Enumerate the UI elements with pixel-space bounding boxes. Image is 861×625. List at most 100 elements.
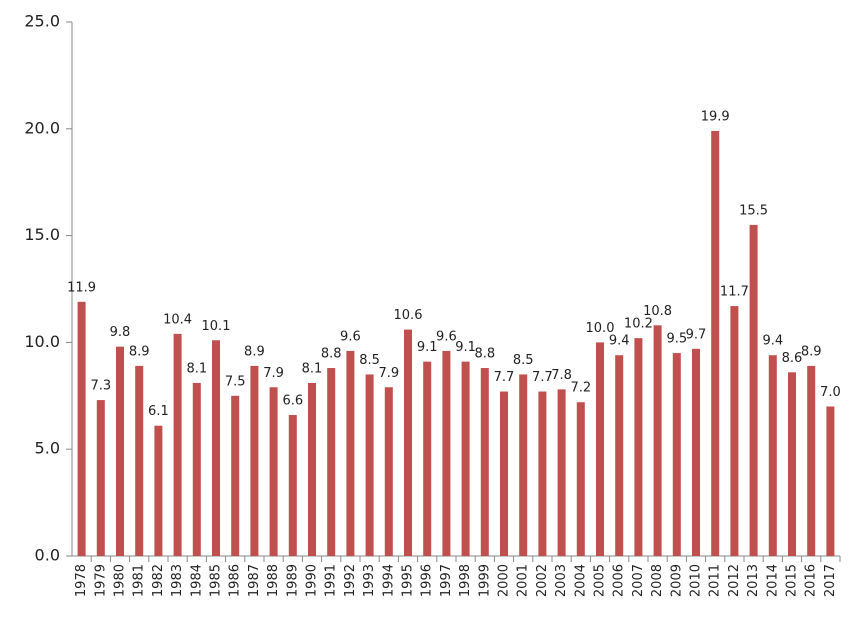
x-tick-label: 1991 — [324, 564, 339, 597]
value-label: 6.1 — [148, 404, 169, 419]
x-tick-label: 1983 — [170, 564, 185, 597]
value-label: 8.8 — [474, 347, 495, 362]
bar — [672, 353, 681, 556]
x-tick-label: 2000 — [497, 564, 512, 597]
x-tick-label: 1993 — [362, 564, 377, 597]
bar — [519, 374, 528, 556]
bar — [269, 387, 278, 556]
value-label: 9.1 — [417, 340, 438, 355]
bar — [77, 301, 86, 556]
value-label: 15.5 — [739, 203, 768, 218]
x-tick-label: 2004 — [573, 564, 588, 597]
value-label: 9.8 — [110, 325, 131, 340]
bar — [116, 346, 124, 556]
bar — [500, 391, 508, 556]
value-label: 10.8 — [643, 304, 672, 319]
x-tick-label: 1978 — [74, 564, 89, 597]
bar — [826, 406, 835, 556]
bar — [615, 355, 624, 556]
value-label: 8.9 — [801, 344, 822, 359]
x-tick-label: 2006 — [612, 564, 627, 597]
bar — [346, 350, 355, 556]
bar — [442, 350, 451, 556]
bar — [557, 389, 566, 556]
x-tick-label: 1980 — [113, 564, 128, 597]
value-label: 9.6 — [340, 329, 361, 344]
x-tick-label: 2012 — [727, 564, 742, 597]
value-label: 10.1 — [202, 319, 231, 334]
x-tick-label: 1988 — [266, 564, 281, 597]
value-label: 8.8 — [321, 347, 342, 362]
value-label: 7.2 — [570, 381, 591, 396]
x-tick-label: 1992 — [343, 564, 358, 597]
bar — [327, 368, 336, 556]
x-tick-label: 2011 — [708, 564, 723, 597]
x-tick-label: 1979 — [93, 564, 108, 597]
x-tick-label: 1984 — [189, 564, 204, 597]
value-label: 10.4 — [163, 312, 192, 327]
bar — [634, 338, 643, 556]
y-tick-label: 15.0 — [24, 225, 60, 244]
bar — [423, 361, 432, 556]
bar — [288, 415, 297, 556]
y-tick-label: 10.0 — [24, 332, 60, 351]
value-label: 11.7 — [720, 285, 749, 300]
bar — [173, 333, 182, 556]
value-label: 10.6 — [394, 308, 423, 323]
value-label: 7.0 — [820, 385, 841, 400]
y-tick-label: 25.0 — [24, 12, 60, 31]
value-label: 8.1 — [186, 361, 207, 376]
y-tick-label: 5.0 — [35, 439, 60, 458]
x-tick-label: 2013 — [746, 564, 761, 597]
value-label: 8.5 — [513, 353, 534, 368]
x-tick-label: 2014 — [765, 564, 780, 597]
bar — [250, 365, 259, 556]
y-tick-label: 0.0 — [35, 546, 60, 565]
x-tick-label: 2008 — [650, 564, 665, 597]
value-label: 7.5 — [225, 374, 246, 389]
x-tick-label: 1998 — [458, 564, 473, 597]
x-tick-label: 2005 — [593, 564, 608, 597]
x-tick-label: 2001 — [516, 564, 531, 597]
bar — [788, 372, 796, 556]
bar — [692, 348, 700, 556]
bar — [461, 361, 470, 556]
bar — [749, 224, 758, 557]
bar — [768, 355, 777, 556]
value-label: 7.7 — [532, 370, 553, 385]
bar — [384, 387, 393, 556]
x-tick-label: 1982 — [151, 564, 166, 597]
bar — [653, 325, 662, 556]
bar — [212, 340, 220, 556]
value-label: 6.6 — [282, 394, 303, 409]
x-tick-label: 2015 — [785, 564, 800, 597]
x-tick-label: 1987 — [247, 564, 262, 597]
value-label: 8.9 — [244, 344, 265, 359]
value-label: 8.5 — [359, 353, 380, 368]
value-label: 8.9 — [129, 344, 150, 359]
x-tick-label: 2002 — [535, 564, 550, 597]
value-label: 9.4 — [609, 334, 630, 349]
bar — [308, 382, 316, 556]
value-label: 11.9 — [67, 280, 96, 295]
value-label: 7.8 — [551, 368, 572, 383]
bar — [538, 391, 547, 556]
x-tick-label: 1997 — [439, 564, 454, 597]
value-label: 10.0 — [586, 321, 615, 336]
bar — [730, 306, 739, 556]
bar — [96, 400, 105, 556]
value-label: 10.2 — [624, 317, 653, 332]
x-tick-label: 2016 — [804, 564, 819, 597]
x-tick-label: 1986 — [228, 564, 243, 597]
bar — [576, 402, 585, 556]
x-tick-label: 2009 — [669, 564, 684, 597]
value-label: 19.9 — [701, 109, 730, 124]
bar — [231, 395, 240, 556]
bar — [480, 368, 489, 556]
value-label: 7.9 — [263, 366, 284, 381]
value-label: 9.7 — [686, 327, 707, 342]
bar — [596, 342, 604, 556]
value-label: 7.9 — [378, 366, 399, 381]
x-tick-label: 1999 — [477, 564, 492, 597]
